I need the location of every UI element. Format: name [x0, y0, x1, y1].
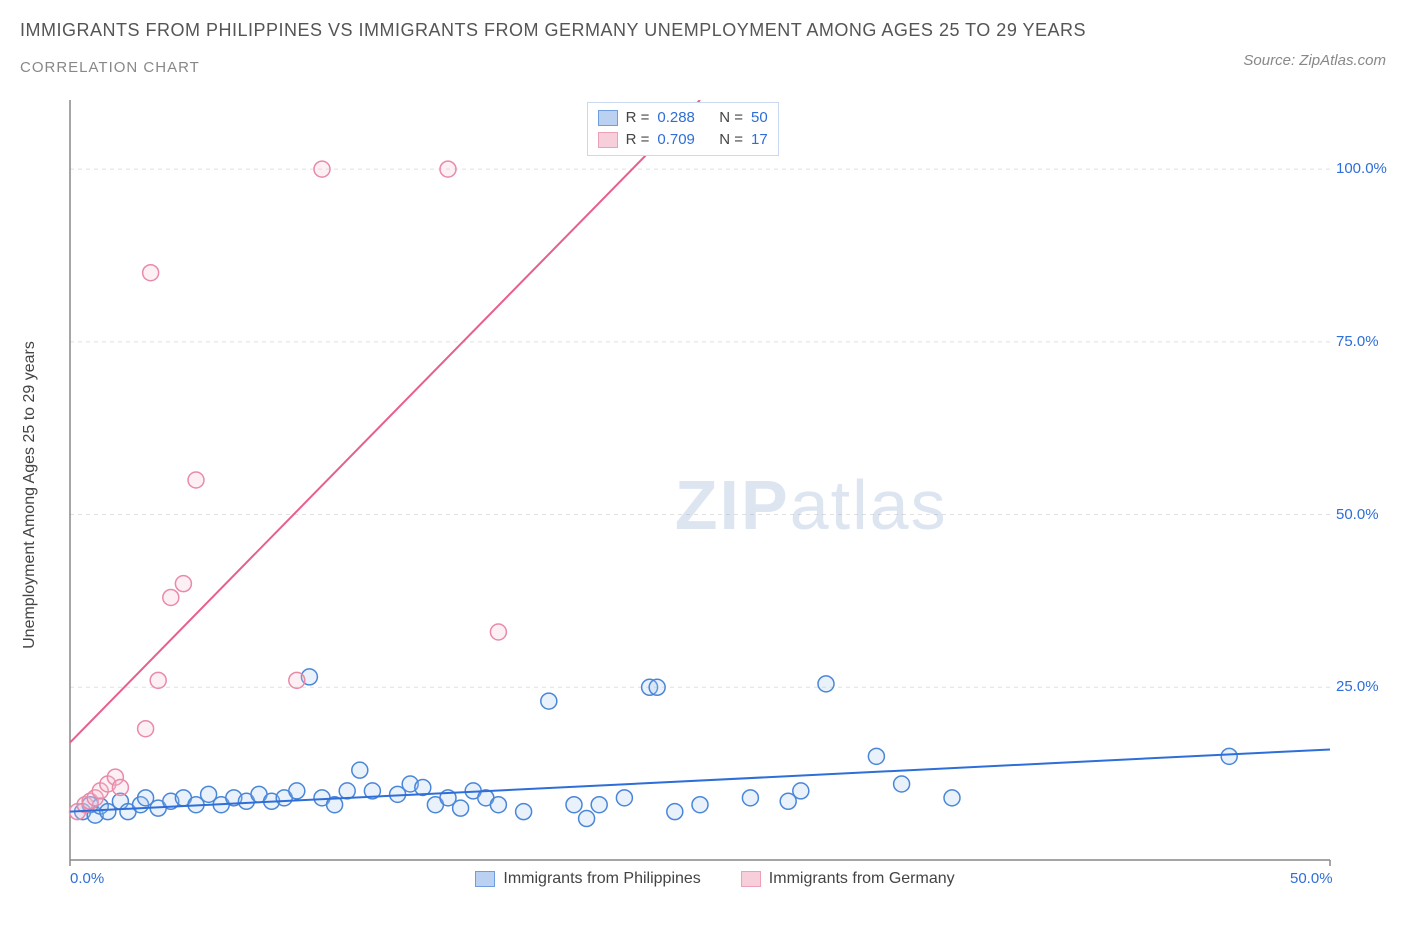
source-name: ZipAtlas.com: [1299, 52, 1386, 69]
legend-swatch: [598, 132, 618, 148]
n-label: N =: [719, 129, 743, 151]
source-prefix: Source:: [1243, 52, 1299, 69]
n-label: N =: [719, 107, 743, 129]
source-attribution: Source: ZipAtlas.com: [1243, 52, 1386, 69]
legend-swatch: [741, 871, 761, 887]
series-legend: Immigrants from Philippines Immigrants fr…: [50, 870, 1380, 888]
stats-legend-row: R = 0.709 N = 17: [598, 129, 768, 151]
y-tick-label: 50.0%: [1336, 506, 1379, 523]
r-value: 0.709: [657, 129, 695, 151]
y-tick-label: 100.0%: [1336, 160, 1387, 177]
x-tick-label: 0.0%: [70, 870, 104, 887]
r-value: 0.288: [657, 107, 695, 129]
y-tick-label: 25.0%: [1336, 678, 1379, 695]
x-tick-label: 50.0%: [1290, 870, 1333, 887]
r-label: R =: [626, 107, 650, 129]
series-legend-item: Immigrants from Philippines: [475, 870, 700, 888]
stats-legend: R = 0.288 N = 50 R = 0.709 N = 17: [587, 102, 779, 156]
r-label: R =: [626, 129, 650, 151]
series-name: Immigrants from Philippines: [503, 870, 700, 888]
plot-wrapper: Unemployment Among Ages 25 to 29 years Z…: [50, 100, 1380, 890]
y-axis-label: Unemployment Among Ages 25 to 29 years: [21, 341, 39, 649]
scatter-chart: [50, 100, 1380, 890]
series-name: Immigrants from Germany: [769, 870, 955, 888]
chart-title: IMMIGRANTS FROM PHILIPPINES VS IMMIGRANT…: [20, 20, 1386, 41]
series-legend-item: Immigrants from Germany: [741, 870, 955, 888]
stats-legend-row: R = 0.288 N = 50: [598, 107, 768, 129]
chart-header: IMMIGRANTS FROM PHILIPPINES VS IMMIGRANT…: [20, 20, 1386, 76]
y-tick-label: 75.0%: [1336, 333, 1379, 350]
legend-swatch: [598, 110, 618, 126]
n-value: 17: [751, 129, 768, 151]
n-value: 50: [751, 107, 768, 129]
chart-subtitle: CORRELATION CHART: [20, 59, 1386, 76]
legend-swatch: [475, 871, 495, 887]
